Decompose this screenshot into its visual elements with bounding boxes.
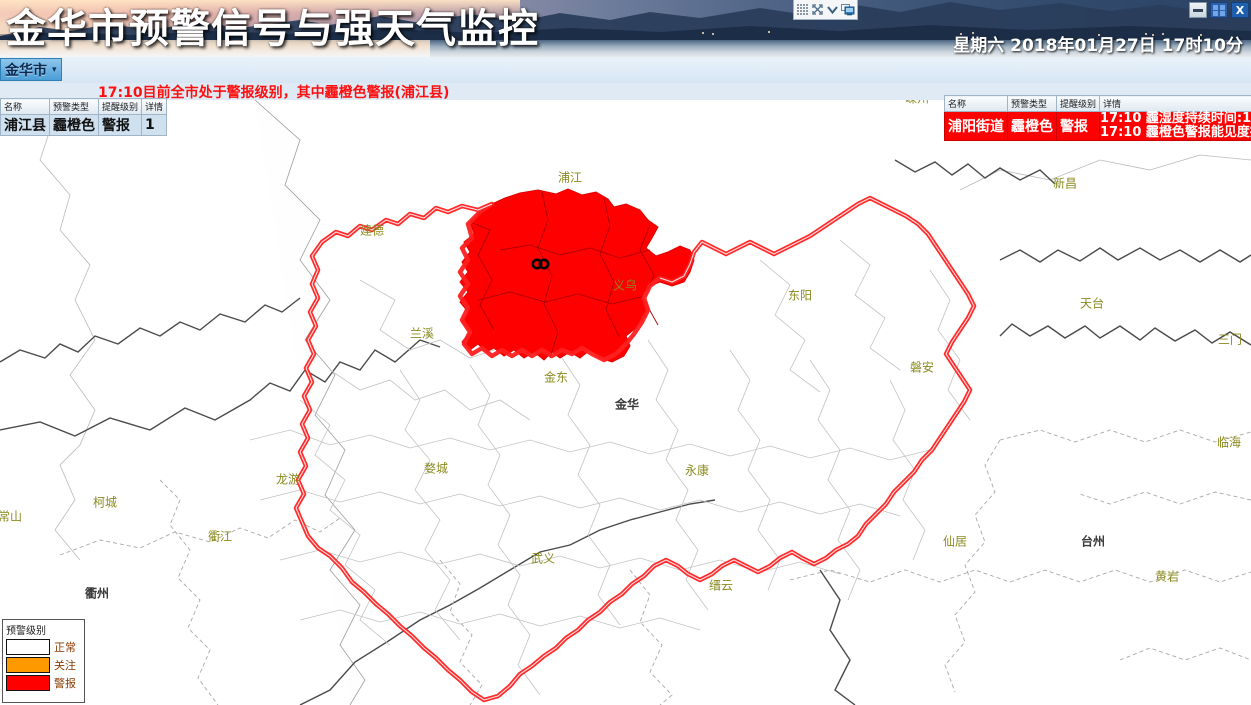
chevron-down-icon[interactable]: [826, 3, 839, 17]
chevron-down-icon: ▾: [52, 64, 57, 75]
city-select-value: 金华市: [5, 62, 47, 79]
grid-icon[interactable]: [796, 3, 809, 17]
legend-label-normal: 正常: [54, 641, 76, 654]
legend-title: 预警级别: [6, 626, 46, 637]
monitor-icon[interactable]: [841, 3, 855, 17]
cell-detail: 1: [141, 114, 168, 136]
legend-item-normal: 正常: [6, 639, 81, 655]
col-detail: 详情: [141, 98, 168, 115]
station-warning-table[interactable]: 名称 预警类型 提醒级别 详情 浦阳街道 霾橙色 警报 17:10 霾湿度持续时…: [944, 95, 1251, 141]
datetime-display: 星期六 2018年01月27日 17时10分: [953, 36, 1243, 56]
legend-swatch-alert: [6, 675, 50, 691]
table-row[interactable]: 浦阳街道 霾橙色 警报 17:10 霾湿度持续时间:100 17:10 霾橙色警…: [944, 111, 1251, 141]
col-type: 预警类型: [49, 98, 99, 115]
cell-level: 警报: [97, 114, 143, 136]
col-type: 预警类型: [1007, 95, 1057, 112]
weather-station-marker: [531, 258, 550, 270]
city-warning-table[interactable]: 名称 预警类型 提醒级别 详情 浦江县 霾橙色 警报 1: [0, 98, 168, 136]
col-level: 提醒级别: [97, 98, 143, 115]
minimize-button[interactable]: [1189, 2, 1207, 18]
alert-summary-text: 17:10目前全市处于警报级别，其中霾橙色警报(浦江县): [98, 85, 450, 101]
expand-icon[interactable]: [811, 3, 824, 17]
legend-panel: 预警级别 正常 关注 警报: [2, 619, 85, 703]
col-name: 名称: [0, 98, 50, 115]
page-title: 金华市预警信号与强天气监控: [6, 6, 539, 52]
col-name: 名称: [944, 95, 1008, 112]
pujiang-region-fill: [459, 188, 695, 363]
col-level: 提醒级别: [1055, 95, 1101, 112]
cell-name: 浦阳街道: [944, 111, 1008, 141]
header-banner: 金华市预警信号与强天气监控 星期六 2018年01月27日 17时10分: [0, 0, 1251, 57]
maximize-button[interactable]: [1210, 2, 1228, 18]
alert-banner-strip: [0, 83, 1251, 100]
legend-item-alert: 警报: [6, 675, 81, 691]
floating-window-toolbar[interactable]: [793, 0, 858, 20]
warning-map[interactable]: 淳安建德嵊州新昌浦江义乌东阳天台兰溪三门磐安金东金华临海婺城永康龙游柯城常山衢江…: [0, 100, 1251, 705]
legend-label-watch: 关注: [54, 659, 76, 672]
cell-type: 霾橙色: [1007, 111, 1057, 141]
city-select-dropdown[interactable]: 金华市 ▾: [0, 58, 62, 81]
legend-swatch-watch: [6, 657, 50, 673]
table-header-row: 名称 预警类型 提醒级别 详情: [0, 98, 168, 115]
table-row[interactable]: 浦江县 霾橙色 警报 1: [0, 114, 168, 136]
banner-shore-lights: [0, 30, 1251, 38]
cell-level: 警报: [1055, 111, 1101, 141]
detail-line: 17:10 霾湿度持续时间:100: [1100, 111, 1251, 126]
sub-header-strip: [0, 57, 1251, 83]
detail-line: 17:10 霾橙色警报能见度持续: [1100, 125, 1251, 140]
col-detail: 详情: [1099, 95, 1251, 112]
banner-mountains: [0, 2, 1251, 40]
cell-name: 浦江县: [0, 114, 50, 136]
window-controls[interactable]: X: [1189, 2, 1249, 18]
legend-swatch-normal: [6, 639, 50, 655]
cell-type: 霾橙色: [49, 114, 99, 136]
close-button[interactable]: X: [1231, 2, 1249, 18]
table-header-row: 名称 预警类型 提醒级别 详情: [944, 95, 1251, 112]
legend-item-watch: 关注: [6, 657, 81, 673]
legend-label-alert: 警报: [54, 677, 76, 690]
jinhua-boundary-inner-highlight: [295, 197, 975, 701]
cell-details: 17:10 霾湿度持续时间:100 17:10 霾橙色警报能见度持续: [1099, 111, 1251, 141]
map-vector: [0, 100, 1251, 705]
